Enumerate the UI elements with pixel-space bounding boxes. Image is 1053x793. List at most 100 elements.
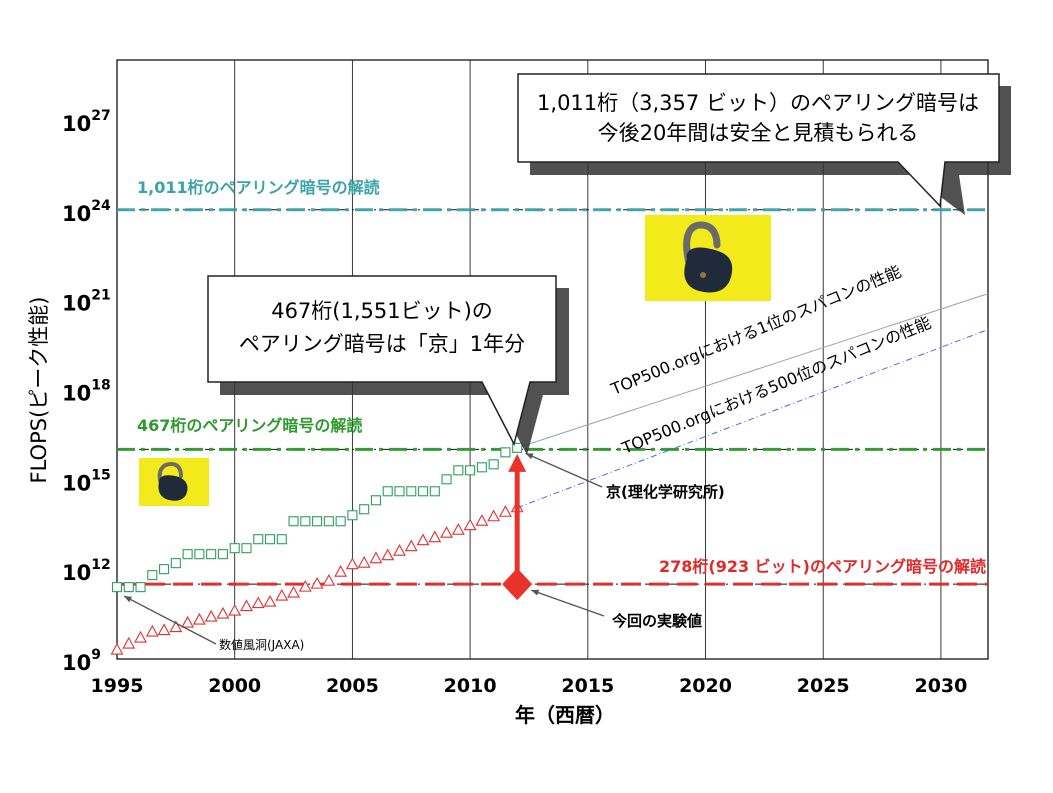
x-tick-label: 2025 [797,675,850,697]
top500-triangle-marker [416,533,430,546]
top500-triangle-marker [428,530,442,543]
top500-triangle-marker [275,588,289,601]
x-tick-label: 2020 [679,675,732,697]
y-tick-base: 10 [62,561,91,585]
top500-triangle-marker [334,565,348,577]
plot-frame [116,59,989,660]
callout-mid: 467桁(1,551ビット)の ペアリング暗号は「京」1年分 [207,275,569,455]
top1-square-marker [182,549,193,560]
top1-square-marker [488,459,499,470]
top1-square-marker [441,474,452,485]
unlocked-padlock-icon-small [139,458,209,506]
pointer-nwt [123,595,217,645]
top500-triangle-marker [475,514,489,526]
y-tick-base: 10 [62,471,91,495]
top1-square-marker [229,543,240,554]
annotation-experiment: 今回の実験値 [611,612,702,630]
y-tick-exponent: 18 [91,377,110,393]
top500-triangle-marker [263,594,277,607]
top1-square-marker [323,516,334,527]
pointer-experiment [530,589,605,617]
top1-square-marker [276,534,287,545]
top500-triangle-marker [192,612,206,625]
y-tick-label: 1018 [62,377,111,405]
top500-triangle-marker [463,518,477,531]
top500-triangle-marker [204,609,218,622]
x-tick-label: 2005 [326,675,379,697]
callout-mid-line1: 467桁(1,551ビット)の [271,299,493,323]
pointer-kei-head [525,453,534,460]
top500-triangle-marker [145,624,159,637]
top1-square-marker [206,549,217,560]
annotations [123,452,605,645]
y-tick-label: 1015 [62,467,111,495]
top1-square-marker [453,465,464,476]
pointer-experiment-head [531,589,540,596]
pointer-kei [525,452,603,488]
top500-triangle-marker [169,620,183,633]
top1-square-marker [264,534,276,545]
callout-top-line1: 1,011桁（3,357 ビット）のペアリング暗号は [537,91,979,115]
top1-square-marker [347,510,358,521]
top500-triangle-marker [498,505,512,517]
top1-square-marker [370,495,381,506]
y-axis-title: FLOPS(ピーク性能) [27,297,51,484]
trend-lines [517,293,989,509]
threshold-label-467: 467桁のペアリング暗号の解読 [137,416,362,435]
y-tick-exponent: 15 [91,467,110,483]
top500-triangle-marker [251,596,265,609]
top1-square-marker [512,442,523,453]
y-tick-label: 1024 [62,198,111,226]
top1-square-marker [217,549,228,560]
top1-square-marker [111,582,123,593]
top1-square-marker [335,516,346,527]
y-tick-base: 10 [62,651,91,675]
y-tick-base: 10 [62,292,91,316]
unlocked-padlock-icon [645,215,771,301]
top500-triangle-marker [357,556,371,568]
top1-square-marker [123,582,134,593]
top1-square-marker [429,486,440,497]
top500-triangle-marker [451,523,465,535]
top500-triangle-marker [287,585,300,598]
annotation-nwt: 数値風洞(JAXA) [219,637,304,652]
diag-label-top500: TOP500.orgにおける500位のスパコンの性能 [618,313,933,458]
y-tick-exponent: 27 [91,108,110,124]
pointer-nwt-head [124,596,133,603]
top500-triangle-marker [228,603,242,616]
top1-square-marker [241,543,252,554]
top500-triangle-marker [240,599,253,612]
x-axis-title: 年（西暦） [515,703,615,727]
top1-square-marker [394,486,405,497]
experiment-diamond-marker [502,568,533,601]
x-tick-label: 2000 [208,675,261,697]
top500-triangle-marker [322,573,336,586]
top500-triangle-marker [369,551,383,564]
threshold-label-278: 278桁(923 ビット)のペアリング暗号の解読 [659,557,986,576]
top500-triangle-marker [110,642,124,655]
top1-square-marker [500,447,511,458]
annotation-kei: 京(理化学研究所) [606,483,725,501]
top1-square-marker [465,465,476,476]
y-tick-exponent: 21 [91,288,110,304]
trend-line-top1 [517,293,989,449]
top1-square-marker [476,462,487,473]
callout-mid-line2: ペアリング暗号は「京」1年分 [239,332,525,356]
top500-triangle-marker [381,548,395,561]
y-tick-base: 10 [62,202,91,226]
x-tick-label: 2030 [914,675,967,697]
top500-triangle-marker [345,557,359,570]
x-tick-label: 1995 [91,675,144,697]
top1-square-marker [359,504,370,515]
x-tick-label: 2015 [561,675,614,697]
y-tick-exponent: 12 [91,557,110,573]
top500-triangle-marker [157,623,171,636]
top500-triangle-marker [216,606,230,619]
top500-triangle-marker [310,576,324,589]
experiment-arrow-head [508,453,527,472]
top1-square-marker [288,516,299,527]
top1-square-marker [417,486,429,497]
top500-triangle-marker [122,636,136,649]
top1-square-marker [194,549,205,560]
